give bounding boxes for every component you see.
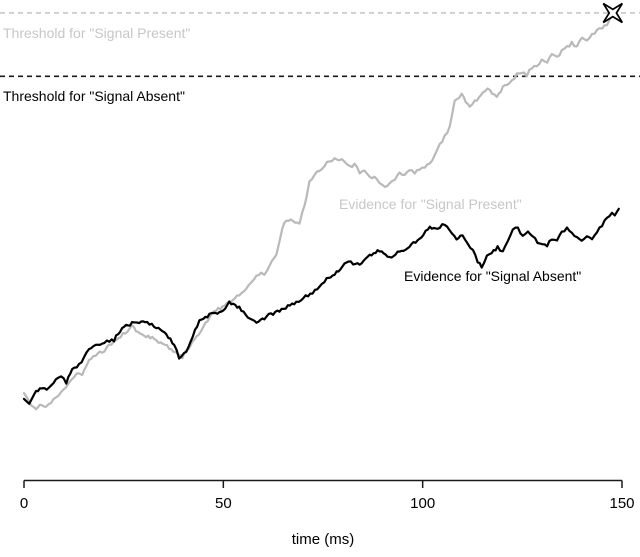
threshold-absent-label: Threshold for "Signal Absent": [3, 88, 185, 104]
evidence-absent-series-label: Evidence for "Signal Absent": [404, 268, 582, 284]
x-tick-label-0: 0: [19, 495, 29, 512]
trace-signal-present: [22, 12, 614, 411]
x-tick-label-100: 100: [410, 495, 436, 512]
x-tick-label-150: 150: [609, 495, 635, 512]
decision-star-icon: [602, 2, 624, 24]
x-axis-title: time (ms): [291, 531, 355, 548]
threshold-present-label: Threshold for "Signal Present": [3, 25, 191, 41]
trace-signal-absent: [22, 207, 620, 405]
x-tick-label-50: 50: [214, 495, 232, 512]
evidence-present-series-label: Evidence for "Signal Present": [339, 196, 522, 212]
